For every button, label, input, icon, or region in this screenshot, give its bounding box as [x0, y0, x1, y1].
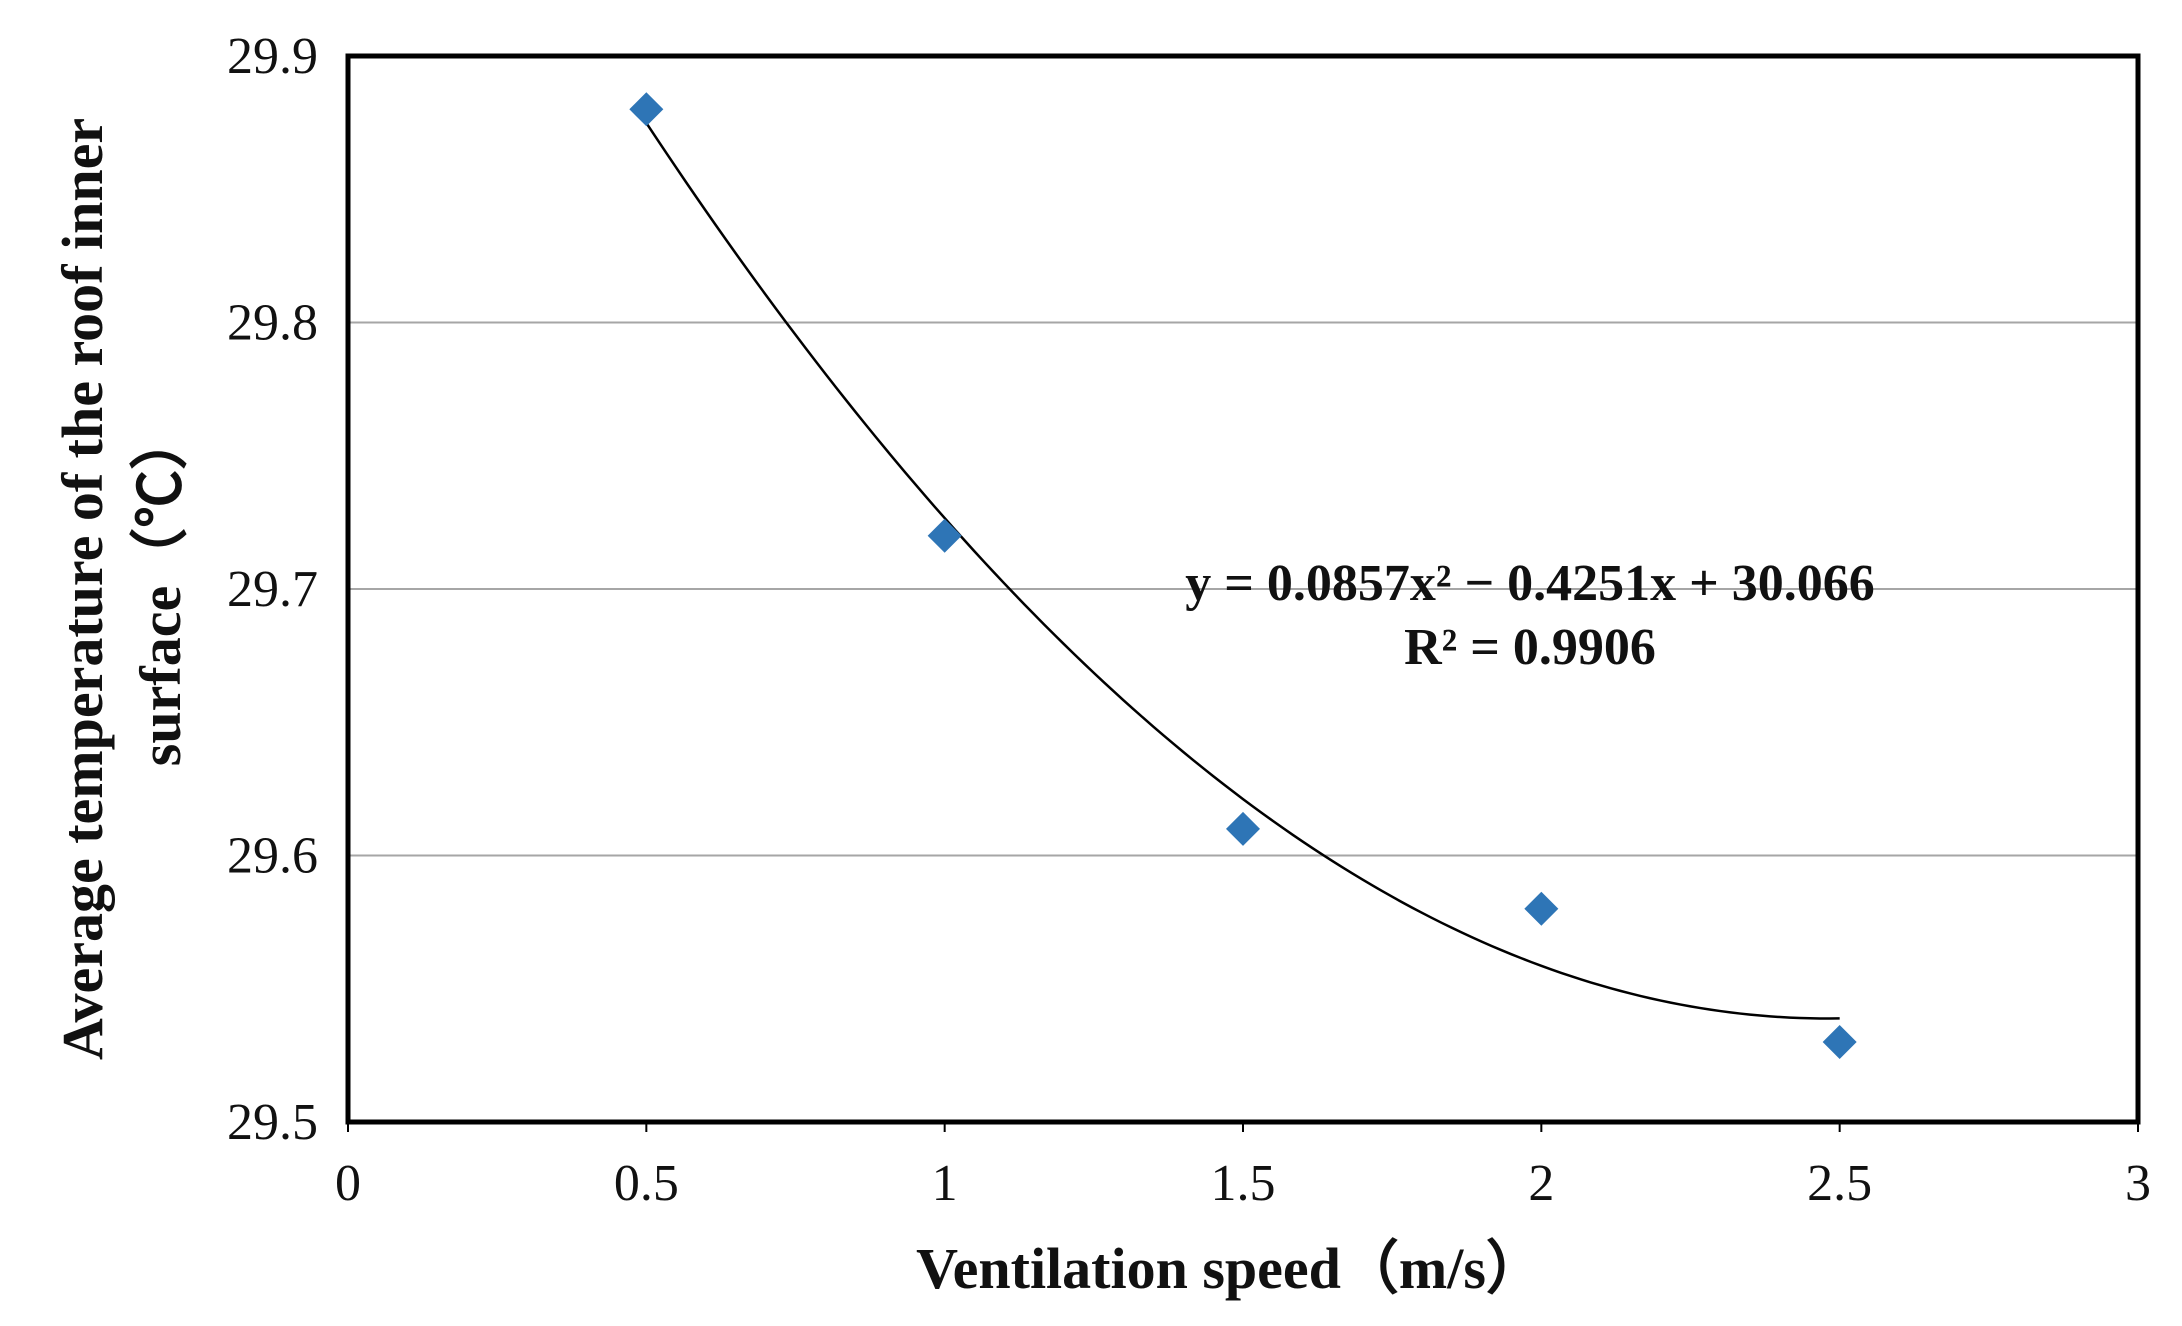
x-axis-ticks: 0 0.5 1 1.5 2 2.5 3 [335, 1122, 2151, 1212]
data-point [927, 518, 962, 553]
y-axis-title-line-1: Average temperature of the roof inner [50, 118, 115, 1060]
y-axis-ticks: 29.5 29.6 29.7 29.8 29.9 [227, 28, 318, 1151]
x-tick-label: 2.5 [1807, 1155, 1872, 1212]
x-axis-title: Ventilation speed（m/s） [916, 1236, 1544, 1301]
data-point [629, 92, 664, 127]
x-tick-label: 0.5 [614, 1155, 679, 1212]
x-tick-label: 3 [2125, 1155, 2151, 1212]
y-tick-label: 29.8 [227, 295, 318, 352]
data-point [1822, 1025, 1857, 1060]
x-tick-label: 1 [932, 1155, 958, 1212]
trendline-equation: y = 0.0857x² − 0.4251x + 30.066 [1185, 555, 1874, 612]
x-tick-label: 1.5 [1211, 1155, 1276, 1212]
y-tick-label: 29.5 [227, 1094, 318, 1151]
r-squared-label: R² = 0.9906 [1404, 619, 1656, 676]
y-tick-label: 29.7 [227, 561, 318, 618]
data-point [1226, 811, 1260, 846]
y-tick-label: 29.9 [227, 28, 318, 85]
data-points [629, 92, 1857, 1060]
x-tick-label: 0 [335, 1155, 361, 1212]
data-point [1524, 891, 1559, 926]
trendline-curve [645, 122, 1840, 1020]
y-axis-title-line-2: surface（℃） [128, 412, 193, 766]
x-tick-label: 2 [1528, 1155, 1554, 1212]
gridlines [348, 321, 2138, 857]
y-tick-label: 29.6 [227, 828, 318, 885]
y-axis-title: Average temperature of the roof inner su… [50, 118, 193, 1060]
